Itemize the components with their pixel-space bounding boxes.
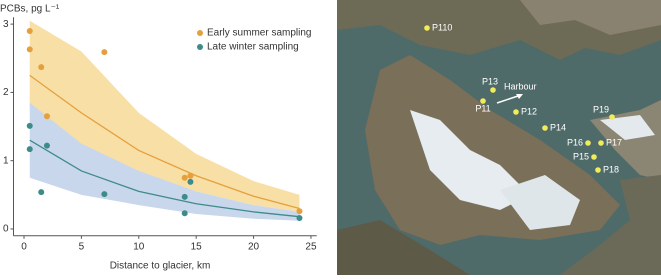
site-marker xyxy=(542,125,548,131)
snow xyxy=(410,110,530,210)
point xyxy=(101,191,108,198)
site-label: P12 xyxy=(521,106,537,116)
x-tick-label: 0 xyxy=(21,241,27,252)
point xyxy=(181,174,188,181)
site-label: P15 xyxy=(573,151,589,161)
land-south-east xyxy=(560,175,661,275)
y-tick-label: 3 xyxy=(3,19,9,30)
point xyxy=(38,189,45,196)
map: Harbour P110 P13 P11 P12 P14 P19 P16 P17 P15 P18 xyxy=(337,0,661,275)
site-marker xyxy=(591,154,597,160)
point xyxy=(26,46,33,53)
snow xyxy=(500,175,580,230)
fit-line xyxy=(29,74,300,210)
legend-label: Late winter sampling xyxy=(207,42,299,53)
y-tick-label: 0 xyxy=(3,224,9,235)
arrow-head xyxy=(516,94,523,99)
x-axis-label: Distance to glacier, km xyxy=(110,261,211,272)
point xyxy=(101,49,108,56)
land-north-east xyxy=(520,0,661,35)
y-tick-label: 2 xyxy=(3,87,9,98)
x-tick-label: 5 xyxy=(79,241,85,252)
point xyxy=(43,113,50,120)
legend-label: Early summer sampling xyxy=(207,28,311,39)
point xyxy=(26,146,33,153)
point xyxy=(181,210,188,217)
legend-marker xyxy=(197,30,203,36)
x-tick-label: 25 xyxy=(305,241,317,252)
legend-marker xyxy=(197,44,203,50)
annotation: Harbour xyxy=(504,81,537,91)
point xyxy=(26,27,33,34)
site-label: P19 xyxy=(593,104,609,114)
site-label: P17 xyxy=(606,137,622,147)
site-marker xyxy=(480,98,486,104)
land-south-west xyxy=(337,220,470,275)
point xyxy=(187,172,194,179)
site-marker xyxy=(490,87,496,93)
glacier xyxy=(600,115,655,140)
point xyxy=(38,64,45,71)
point xyxy=(187,178,194,185)
x-tick-label: 20 xyxy=(248,241,260,252)
point xyxy=(296,215,303,222)
point xyxy=(26,122,33,129)
point xyxy=(43,142,50,149)
site-marker xyxy=(598,140,604,146)
site-label: P110 xyxy=(432,22,452,32)
site-marker xyxy=(424,25,430,31)
point xyxy=(181,193,188,200)
confidence-band xyxy=(29,102,300,221)
site-label: P18 xyxy=(603,164,619,174)
site-label: P16 xyxy=(567,137,583,147)
site-marker xyxy=(513,109,519,115)
harbour-arrow xyxy=(496,94,522,104)
y-tick-label: 1 xyxy=(3,155,9,166)
site-marker xyxy=(585,140,591,146)
x-tick-label: 15 xyxy=(191,241,203,252)
point xyxy=(296,208,303,215)
chart: PCBs, pg L⁻¹ Distance to glacier, km 0 1 2… xyxy=(0,4,317,272)
y-axis-label: PCBs, pg L⁻¹ xyxy=(0,4,60,15)
site-label: P11 xyxy=(475,103,490,113)
x-tick-label: 10 xyxy=(133,241,145,252)
fit-line xyxy=(29,139,300,218)
site-marker xyxy=(609,114,615,120)
site-label: P13 xyxy=(482,76,498,86)
site-marker xyxy=(595,167,601,173)
site-label: P14 xyxy=(550,122,566,132)
confidence-band xyxy=(29,20,300,212)
